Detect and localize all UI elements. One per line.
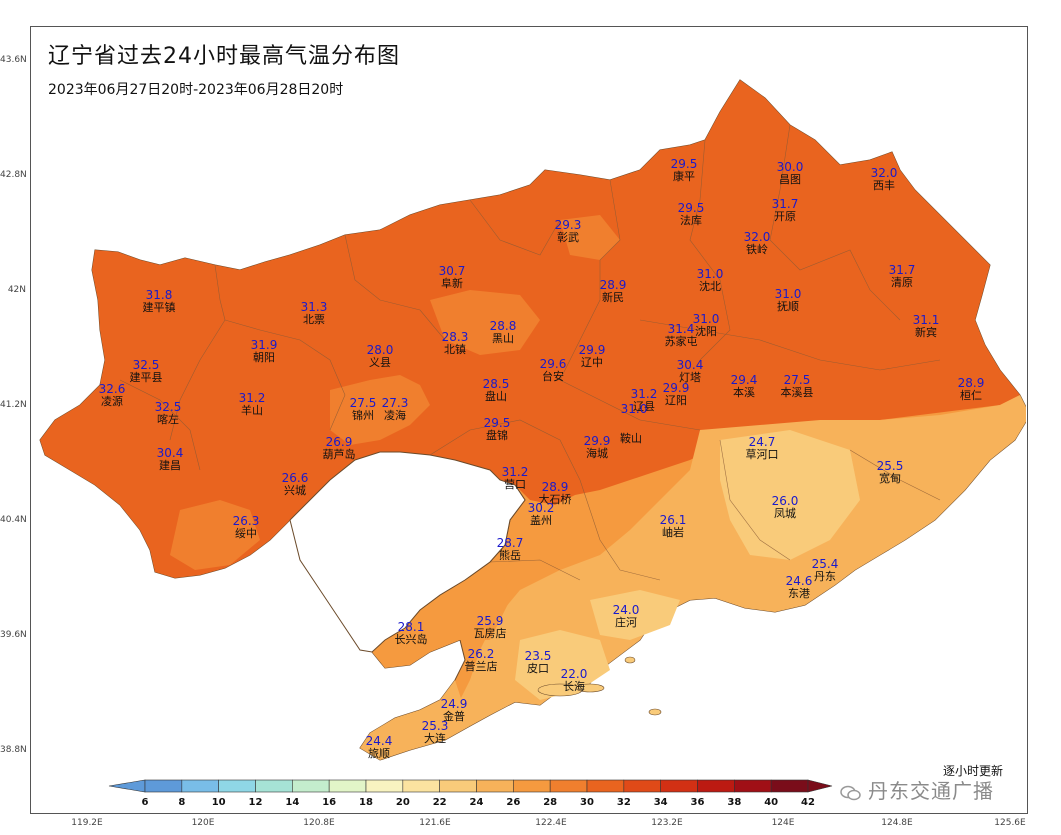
legend-label: 20 (395, 797, 410, 808)
lon-tick: 119.2E (71, 818, 103, 828)
legend-label: 40 (764, 797, 779, 808)
legend-label: 24 (469, 797, 484, 808)
lon-tick: 125.6E (994, 818, 1026, 828)
legend-label: 12 (248, 797, 263, 808)
lat-tick: 42.8N (0, 170, 27, 180)
watermark-text: 丹东交通广播 (868, 779, 994, 803)
lon-tick: 120.8E (303, 818, 335, 828)
lat-tick: 40.4N (0, 515, 27, 525)
legend-label: 30 (580, 797, 594, 808)
legend-label: 26 (506, 797, 521, 808)
lon-tick: 123.2E (651, 818, 683, 828)
legend-label: 38 (727, 797, 742, 808)
watermark: 丹东交通广播 (840, 775, 994, 804)
update-note: 逐小时更新 (943, 764, 1004, 778)
map-title: 辽宁省过去24小时最高气温分布图 (48, 44, 400, 69)
lon-tick: 120E (191, 818, 215, 828)
lat-tick: 42N (7, 285, 26, 295)
legend-label: 8 (178, 797, 186, 808)
map-subtitle: 2023年06月27日20时-2023年06月28日20时 (48, 82, 344, 98)
lon-tick: 124E (771, 818, 795, 828)
lon-tick: 124.8E (881, 818, 913, 828)
legend-label: 28 (543, 797, 558, 808)
lon-tick: 122.4E (535, 818, 567, 828)
legend-label: 14 (285, 797, 300, 808)
legend-label: 16 (322, 797, 337, 808)
lat-tick: 38.8N (0, 745, 27, 755)
lat-tick: 41.2N (0, 400, 27, 410)
legend-label: 22 (432, 797, 447, 808)
lat-tick: 39.6N (0, 630, 27, 640)
lon-tick: 121.6E (419, 818, 451, 828)
legend-label: 34 (653, 797, 668, 808)
wechat-icon (840, 785, 861, 800)
legend-label: 32 (616, 797, 631, 808)
legend-label: 6 (141, 797, 149, 808)
legend-label: 42 (801, 797, 815, 808)
legend-label: 36 (690, 797, 705, 808)
legend-label: 18 (359, 797, 373, 808)
lat-tick: 43.6N (0, 55, 27, 65)
legend-label: 10 (211, 797, 226, 808)
